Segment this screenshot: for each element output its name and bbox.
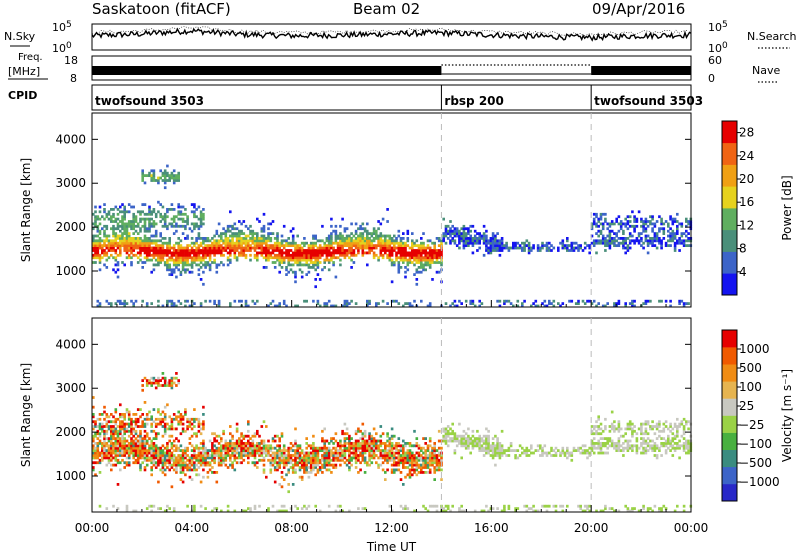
cb-vel-tick-label-6: −500 — [739, 456, 772, 470]
cb-vel-tick-label-4: −25 — [739, 418, 764, 432]
cb-vel-tick-label-2: 100 — [739, 380, 762, 394]
xtick-label-3: 12:00 — [374, 521, 409, 535]
cb-power-tick-label-0: 4 — [739, 265, 747, 279]
cb-vel-tick-label-5: −100 — [739, 437, 772, 451]
cb-vel-label: Velocity [m s⁻¹] — [780, 369, 794, 462]
velocity-panel: 1000 2000 3000 4000 Slant Range [km] — [19, 317, 693, 513]
cb-power-label: Power [dB] — [780, 175, 794, 240]
date-title: 09/Apr/2016 — [592, 0, 686, 18]
cb-vel-swatch-4 — [722, 415, 737, 433]
cpid-label-1: rbsp 200 — [444, 94, 503, 108]
xlabel: Time UT — [366, 540, 417, 554]
cb-power-swatch-6 — [722, 142, 737, 165]
cpid-strip: twofsound 3503 rbsp 200 twofsound 3503 — [91, 84, 703, 111]
nsky-trace — [91, 27, 692, 42]
cb-vel-swatch-5 — [722, 398, 737, 416]
freq-ytick-top: 18 — [64, 54, 78, 67]
nave-right-ytick-top: 60 — [708, 54, 722, 67]
freq-band-2 — [591, 66, 691, 75]
cb-power-frame — [721, 120, 738, 296]
nave-label: Nave — [752, 64, 781, 77]
xtick-label-5: 20:00 — [574, 521, 609, 535]
cpid-label-0: twofsound 3503 — [95, 94, 204, 108]
cb-vel-tick-label-3: 25 — [739, 399, 754, 413]
nave-right-ytick-bottom: 0 — [708, 72, 715, 85]
cb-vel-tick-label-0: 1000 — [739, 342, 770, 356]
cb-power-swatch-4 — [722, 186, 737, 209]
panel-vel-ylabel: Slant Range [km] — [19, 363, 33, 467]
panel-power-cells — [92, 164, 693, 308]
panel-vel-ytick-label-0: 1000 — [55, 469, 86, 483]
nsky-label: N.Sky — [4, 30, 36, 43]
panel-power-ytick-label-3: 4000 — [55, 132, 86, 146]
nsearch-label: N.Search — [747, 30, 797, 43]
cb-vel-tick-label-1: 500 — [739, 361, 762, 375]
nsky-ytick-bottom: 100 — [52, 41, 72, 55]
freq-label-line2: [MHz] — [8, 65, 41, 78]
panel-vel-ytick-label-2: 3000 — [55, 381, 86, 395]
power-panel: 1000 2000 3000 4000 Slant Range [km] — [19, 112, 693, 308]
xtick-label-2: 08:00 — [274, 521, 309, 535]
cb-vel-swatch-2 — [722, 449, 737, 468]
cb-power-tick-label-3: 16 — [739, 195, 754, 209]
power-colorbar: 4 8 12 16 20 24 28 Power [dB] — [721, 120, 794, 296]
cb-power-tick-label-6: 28 — [739, 126, 754, 140]
panel-power-ylabel: Slant Range [km] — [19, 158, 33, 262]
panel-power-ytick-label-0: 1000 — [55, 264, 86, 278]
cb-vel-swatch-7 — [722, 364, 737, 382]
cpid-label-2: twofsound 3503 — [594, 94, 703, 108]
panel-vel-cells — [92, 372, 693, 513]
cb-vel-swatch-9 — [722, 330, 737, 348]
cb-power-tick-label-5: 24 — [739, 149, 754, 163]
cb-vel-swatch-3 — [722, 432, 737, 450]
xtick-label-6: 00:00 — [674, 521, 709, 535]
cb-power-swatch-5 — [722, 164, 737, 187]
freq-ytick-bottom: 8 — [70, 72, 77, 85]
nsky-right-ytick-top: 105 — [708, 20, 728, 34]
xtick-label-0: 00:00 — [75, 521, 110, 535]
nsky-ytick-top: 105 — [52, 20, 72, 34]
cb-vel-swatch-1 — [722, 466, 737, 485]
cb-vel-swatch-6 — [722, 381, 737, 399]
cb-power-swatch-3 — [722, 208, 737, 231]
time-axis: 00:00 04:00 08:00 12:00 16:00 20:00 00:00 Time … — [75, 521, 709, 554]
cb-power-swatch-7 — [722, 121, 737, 144]
cb-vel-frame — [721, 329, 738, 502]
xtick-label-1: 04:00 — [175, 521, 210, 535]
panel-power-frame — [91, 112, 692, 308]
cb-vel-swatch-8 — [722, 347, 737, 365]
freq-band-0 — [92, 66, 442, 75]
cpid-label: CPID — [8, 89, 38, 102]
beam-title: Beam 02 — [353, 0, 421, 18]
panel-vel-ytick-label-3: 4000 — [55, 337, 86, 351]
panel-vel-ytick-label-1: 2000 — [55, 425, 86, 439]
nsky-frame — [91, 23, 692, 51]
cb-power-tick-label-1: 8 — [739, 242, 747, 256]
cpid-frame — [91, 84, 692, 111]
cb-vel-swatch-0 — [722, 483, 737, 502]
freq-label-line1: Freq. — [18, 52, 43, 63]
sky-noise-strip: 105 100 105 100 — [52, 20, 728, 55]
panel-power-ytick-label-2: 3000 — [55, 176, 86, 190]
cb-power-swatch-0 — [722, 273, 737, 296]
xtick-label-4: 16:00 — [474, 521, 509, 535]
nsky-right-ytick-bottom: 100 — [708, 41, 728, 55]
cb-power-tick-label-2: 12 — [739, 218, 754, 232]
cb-power-tick-label-4: 20 — [739, 172, 754, 186]
cb-power-swatch-2 — [722, 229, 737, 252]
cb-vel-tick-label-7: −1000 — [739, 475, 780, 489]
nsearch-trace — [91, 25, 689, 36]
frequency-nave-strip: 18 8 60 0 — [64, 54, 722, 85]
station-title: Saskatoon (fitACF) — [92, 0, 231, 18]
cb-power-swatch-1 — [722, 251, 737, 274]
panel-power-ytick-label-1: 2000 — [55, 220, 86, 234]
